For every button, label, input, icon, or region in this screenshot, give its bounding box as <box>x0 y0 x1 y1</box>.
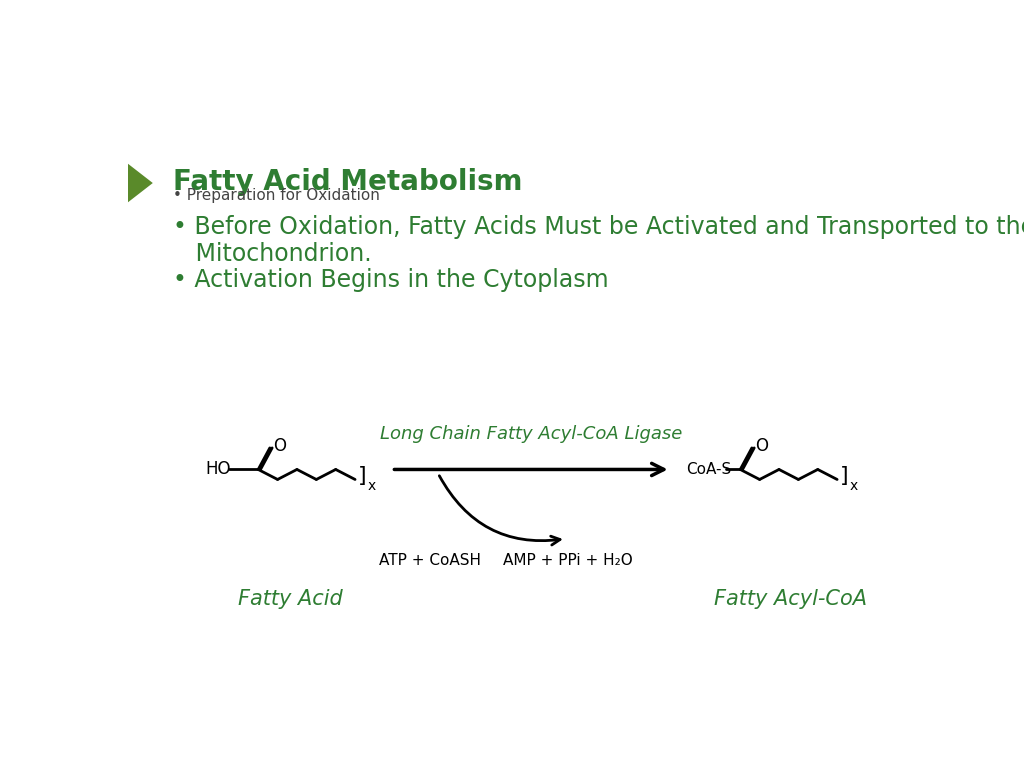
Text: AMP + PPi + H₂O: AMP + PPi + H₂O <box>504 553 633 568</box>
FancyArrowPatch shape <box>439 475 560 545</box>
Text: O: O <box>273 437 286 455</box>
Text: ]: ] <box>840 466 848 486</box>
Text: Fatty Acid: Fatty Acid <box>239 589 343 609</box>
Text: Long Chain Fatty Acyl-CoA Ligase: Long Chain Fatty Acyl-CoA Ligase <box>380 425 682 442</box>
Polygon shape <box>128 164 153 202</box>
Text: • Activation Begins in the Cytoplasm: • Activation Begins in the Cytoplasm <box>173 268 608 292</box>
Text: • Preparation for Oxidation: • Preparation for Oxidation <box>173 188 380 204</box>
Text: ATP + CoASH: ATP + CoASH <box>379 553 481 568</box>
Text: CoA-S: CoA-S <box>686 462 731 477</box>
Text: • Before Oxidation, Fatty Acids Must be Activated and Transported to the: • Before Oxidation, Fatty Acids Must be … <box>173 215 1024 240</box>
Text: HO: HO <box>206 461 231 478</box>
Text: Fatty Acyl-CoA: Fatty Acyl-CoA <box>714 589 867 609</box>
Text: Fatty Acid Metabolism: Fatty Acid Metabolism <box>173 167 522 196</box>
Text: Mitochondrion.: Mitochondrion. <box>173 243 372 266</box>
Text: O: O <box>755 437 768 455</box>
Text: x: x <box>368 478 376 492</box>
Text: x: x <box>850 478 858 492</box>
Text: ]: ] <box>357 466 366 486</box>
